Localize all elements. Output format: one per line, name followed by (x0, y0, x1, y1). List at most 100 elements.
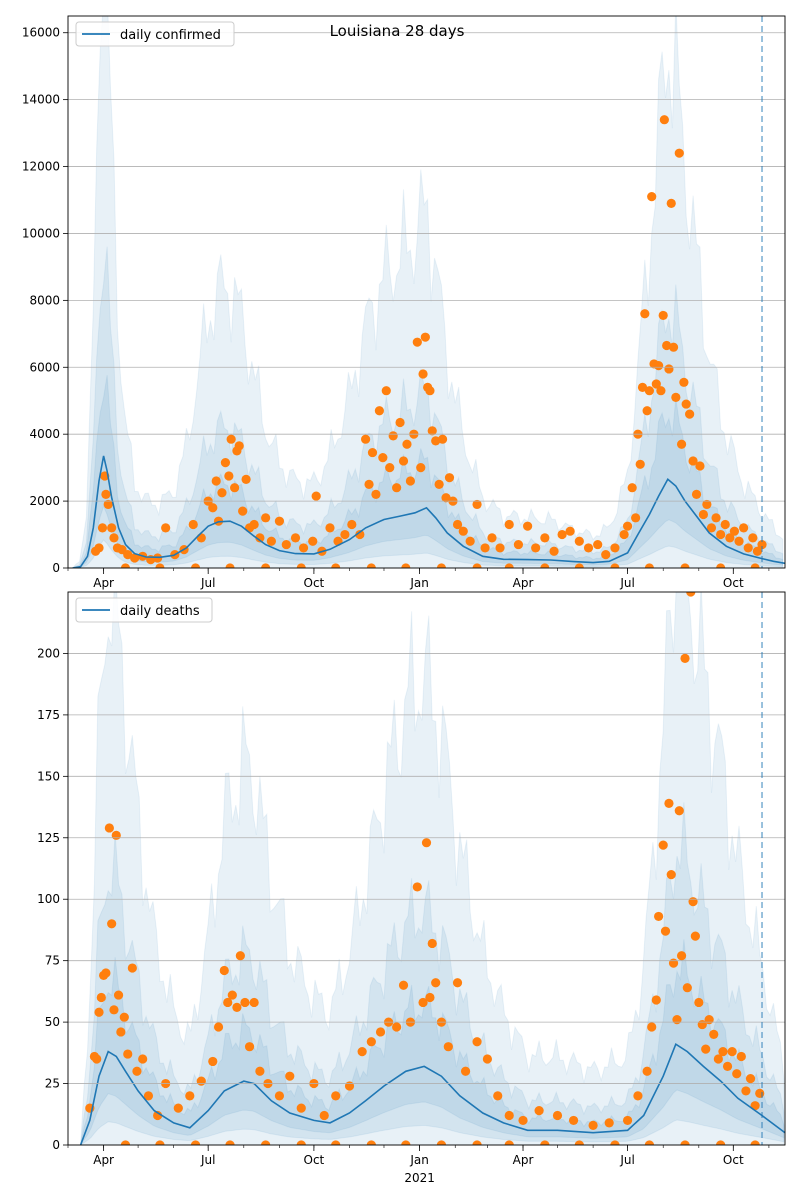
scatter-point (711, 513, 721, 523)
scatter-point (691, 489, 702, 499)
legend-label: daily deaths (120, 604, 200, 619)
scatter-point (436, 563, 447, 568)
scatter-point (319, 1110, 329, 1121)
scatter-point (97, 523, 108, 533)
scatter-point (367, 447, 378, 458)
scatter-point (472, 563, 482, 568)
scatter-point (680, 1140, 690, 1145)
chart-title: Louisiana 28 days (330, 22, 465, 40)
x-axis-label: 2021 (404, 1171, 435, 1185)
scatter-point (568, 1115, 579, 1126)
scatter-point (344, 1081, 355, 1091)
scatter-point (593, 539, 603, 550)
scatter-point (741, 1086, 751, 1096)
scatter-point (458, 526, 468, 536)
scatter-point (664, 364, 674, 374)
scatter-point (366, 563, 376, 568)
scatter-point (261, 563, 271, 568)
scatter-point (640, 309, 650, 319)
scatter-point (361, 434, 371, 444)
scatter-point (418, 369, 428, 379)
scatter-point (452, 519, 463, 530)
x-tick-label: Oct (723, 576, 744, 590)
scatter-point (395, 417, 405, 428)
scatter-point (219, 965, 229, 976)
scatter-point (443, 1042, 453, 1052)
scatter-point (331, 1091, 341, 1101)
scatter-point (213, 1022, 224, 1032)
scatter-point (196, 533, 206, 543)
scatter-point (357, 1047, 367, 1057)
scatter-point (188, 519, 198, 530)
scatter-point (610, 543, 620, 553)
scatter-point (662, 340, 672, 351)
scatter-point (644, 563, 655, 568)
scatter-point (748, 533, 758, 543)
scatter-point (750, 1140, 760, 1145)
scatter-point (651, 995, 661, 1005)
scatter-point (743, 543, 753, 553)
scatter-point (308, 536, 318, 546)
scatter-point (107, 919, 117, 929)
scatter-point (709, 1029, 719, 1039)
scatter-point (557, 529, 567, 540)
scatter-point (660, 926, 671, 936)
scatter-point (261, 1140, 271, 1145)
scatter-point (227, 990, 237, 1000)
scatter-point (392, 483, 402, 493)
scatter-point (190, 1140, 201, 1145)
scatter-point (398, 980, 409, 990)
scatter-point (716, 529, 726, 540)
scatter-point (757, 539, 767, 550)
scatter-point (119, 1012, 129, 1022)
scatter-point (311, 491, 321, 501)
scatter-point (173, 1103, 183, 1113)
scatter-point (234, 441, 244, 451)
scatter-point (185, 1091, 195, 1101)
scatter-point (647, 1022, 657, 1032)
legend-label: daily confirmed (120, 28, 221, 43)
legend-box (75, 21, 235, 47)
scatter-point (685, 409, 695, 419)
scatter-point (531, 543, 541, 553)
scatter-point (355, 529, 365, 540)
scatter-point (487, 533, 497, 543)
scatter-point (109, 1005, 119, 1015)
scatter-point (347, 519, 357, 530)
scatter-point (588, 1120, 598, 1130)
x-tick-label: Jul (200, 576, 215, 590)
y-tick-label: 100 (37, 892, 60, 906)
scatter-point (412, 882, 422, 892)
scatter-point (658, 310, 668, 321)
scatter-point (223, 997, 233, 1008)
scatter-point (686, 592, 696, 597)
scatter-point (676, 951, 687, 961)
panel-1-plot-area (79, 592, 785, 1145)
series-line (72, 455, 785, 568)
scatter-point (664, 798, 674, 808)
scatter-point (574, 563, 584, 568)
scatter-point (465, 536, 475, 546)
scatter-point (583, 543, 594, 553)
scatter-point (224, 471, 234, 481)
scatter-point (716, 1140, 726, 1145)
scatter-point (331, 563, 341, 568)
scatter-point (702, 499, 712, 510)
scatter-point (452, 978, 463, 988)
scatter-point (752, 546, 763, 556)
scatter-point (220, 458, 231, 468)
scatter-point (325, 523, 335, 533)
scatter-point (340, 529, 350, 540)
scatter-point (674, 148, 684, 158)
scatter-point (727, 1047, 737, 1057)
scatter-point (238, 506, 248, 516)
scatter-point (574, 536, 584, 546)
uncertainty-band (72, 246, 784, 568)
x-tick-label: Apr (513, 1153, 534, 1167)
scatter-point (718, 1047, 728, 1057)
x-tick-label: Apr (513, 576, 534, 590)
scatter-point (385, 463, 395, 473)
scatter-point (739, 523, 749, 533)
scatter-point (716, 563, 726, 568)
y-tick-label: 150 (37, 769, 60, 783)
